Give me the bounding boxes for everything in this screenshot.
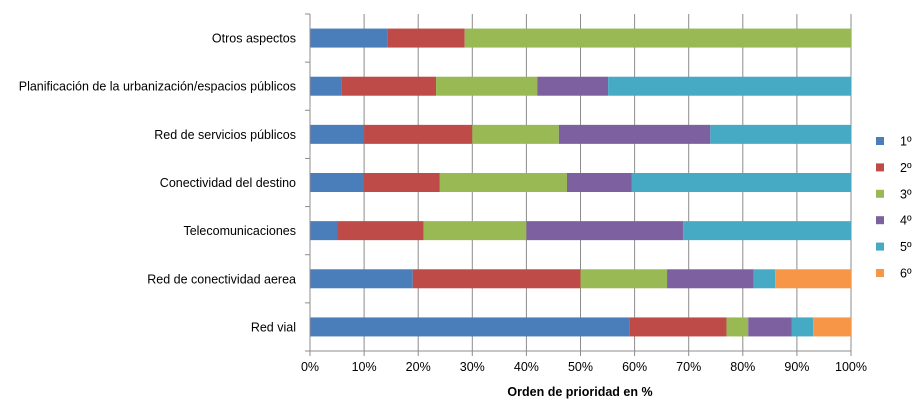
axes: 0% 10% 20% 30% 40% 50% 60% 70% 80% 90% 100%	[301, 13, 867, 374]
legend-label: 4º	[900, 214, 912, 228]
category-label: Conectividad del destino	[160, 176, 296, 190]
x-tick-label: 60%	[622, 360, 647, 374]
bar-segment	[667, 269, 754, 289]
legend-swatch	[876, 163, 884, 172]
bar-segment	[526, 221, 684, 241]
bar-segment	[439, 173, 567, 192]
bar-segment	[753, 269, 776, 289]
bar-segment	[310, 317, 630, 337]
bar-segment	[337, 221, 424, 241]
bar-segment	[629, 317, 727, 337]
category-label: Red de servicios públicos	[154, 128, 296, 142]
bar-segment	[436, 76, 538, 96]
bar-segment	[580, 269, 668, 289]
legend-label: 1º	[900, 135, 912, 149]
x-tick-label: 70%	[676, 360, 701, 374]
x-tick-label: 100%	[835, 360, 867, 374]
bar-segment	[558, 124, 711, 144]
legend-swatch	[876, 269, 884, 277]
bar-segment	[387, 28, 465, 48]
bar-segment	[726, 317, 749, 337]
bar-segment	[710, 124, 851, 144]
bar-segment	[310, 221, 338, 241]
bar-segment	[537, 76, 609, 96]
bar-segment	[608, 76, 851, 96]
bar-segment	[310, 28, 388, 48]
bar-segment	[363, 173, 440, 192]
bar-segment	[310, 173, 364, 192]
category-label: Telecomunicaciones	[183, 224, 296, 238]
bars	[310, 28, 851, 337]
bar-segment	[464, 28, 851, 48]
x-tick-label: 30%	[460, 360, 485, 374]
x-tick-label: 40%	[514, 360, 539, 374]
bar-segment	[423, 221, 527, 241]
category-label: Red vial	[251, 320, 296, 334]
bar-segment	[748, 317, 792, 337]
bar-segment	[341, 76, 437, 96]
legend-swatch	[876, 189, 884, 198]
legend-swatch	[876, 242, 884, 251]
category-label: Planificación de la urbanización/espacio…	[19, 80, 296, 94]
bar-segment	[412, 269, 581, 289]
legend: 1º 2º 3º 4º 5º 6º	[876, 135, 912, 281]
legend-swatch	[876, 216, 884, 225]
bar-segment	[791, 317, 814, 337]
legend-label: 2º	[900, 161, 912, 175]
x-tick-label: 50%	[568, 360, 593, 374]
category-labels: Otros aspectos Planificación de la urbani…	[19, 32, 296, 335]
bar-segment	[310, 269, 413, 289]
bar-segment	[310, 124, 365, 144]
x-tick-label: 20%	[406, 360, 431, 374]
category-label: Red de conectividad aerea	[147, 272, 296, 286]
bar-segment	[566, 173, 632, 192]
x-tick-label: 80%	[730, 360, 755, 374]
legend-swatch	[876, 137, 884, 145]
legend-label: 5º	[900, 240, 912, 254]
x-tick-label: 10%	[352, 360, 377, 374]
legend-label: 3º	[900, 187, 912, 201]
bar-segment	[472, 124, 559, 144]
x-tick-label: 0%	[301, 360, 319, 374]
bar-segment	[813, 317, 851, 337]
category-label: Otros aspectos	[212, 32, 296, 46]
bar-segment	[775, 269, 851, 289]
bar-segment	[310, 76, 342, 96]
bar-segment	[631, 173, 851, 192]
legend-label: 6º	[900, 267, 912, 281]
bar-segment	[364, 124, 473, 144]
x-tick-label: 90%	[784, 360, 809, 374]
x-axis-title: Orden de prioridad en %	[507, 385, 652, 399]
bar-segment	[683, 221, 851, 241]
